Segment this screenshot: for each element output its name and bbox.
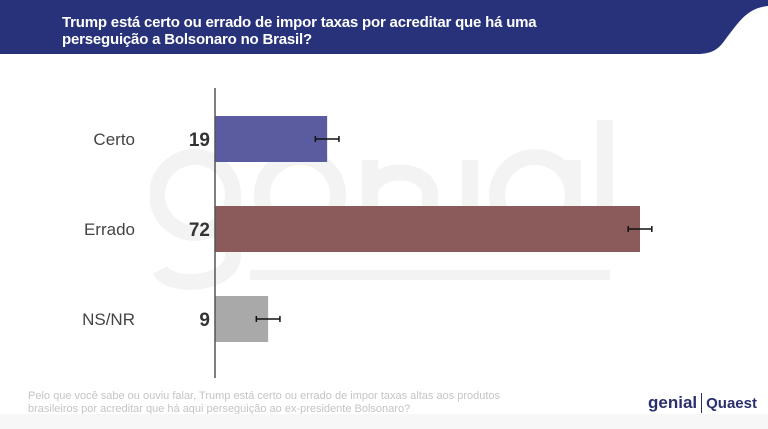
page-title: Trump está certo ou errado de impor taxa…: [62, 14, 537, 48]
value-label: 19: [189, 130, 210, 151]
survey-question: Pelo que você sabe ou ouviu falar, Trump…: [28, 390, 501, 415]
genial-logo: genial: [648, 393, 698, 412]
value-label: 72: [189, 220, 210, 241]
category-label: Errado: [84, 220, 135, 239]
category-label: NS/NR: [82, 310, 135, 329]
logo-divider: [701, 393, 703, 413]
header-banner: [0, 0, 768, 54]
value-label: 9: [199, 310, 210, 331]
bar-errado: [215, 206, 640, 252]
bar-certo: [215, 116, 328, 162]
bottom-strip: [0, 414, 768, 429]
quaest-logo: Quaest: [706, 394, 757, 412]
category-label: Certo: [93, 130, 135, 149]
logos: genial Quaest: [648, 393, 757, 413]
